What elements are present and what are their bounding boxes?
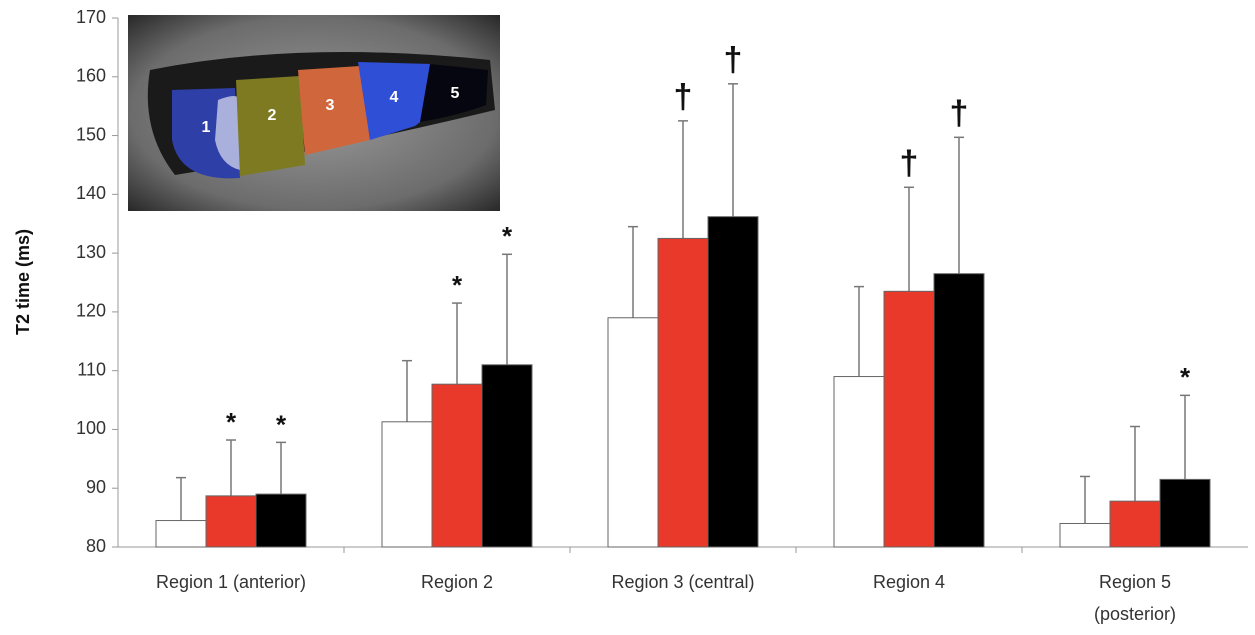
- inset-label: 3: [326, 97, 335, 114]
- bar: [206, 496, 256, 547]
- x-tick-label: Region 4: [873, 572, 945, 592]
- x-tick-label: (posterior): [1094, 604, 1176, 624]
- chart: T2 time (ms) 80 90 100 110 120 130 140 150 160 17…: [0, 0, 1255, 635]
- y-tick-label: 80: [86, 536, 106, 556]
- bar: [934, 274, 984, 547]
- x-tick-label: Region 1 (anterior): [156, 572, 306, 592]
- significance-marker: *: [502, 221, 513, 251]
- bar: [156, 521, 206, 547]
- y-tick-label: 140: [76, 183, 106, 203]
- significance-marker: *: [452, 270, 463, 300]
- bar: [708, 217, 758, 547]
- page: T2 time (ms) 80 90 100 110 120 130 140 150 160 17…: [0, 0, 1255, 635]
- bar: [1160, 479, 1210, 547]
- inset-label: 5: [451, 85, 460, 102]
- significance-marker: *: [276, 409, 287, 439]
- y-axis-label: T2 time (ms): [13, 229, 33, 335]
- inset-label: 2: [268, 107, 277, 124]
- y-tick-label: 150: [76, 124, 106, 144]
- inset-label: 4: [390, 89, 399, 106]
- x-tick-label: Region 2: [421, 572, 493, 592]
- bar: [884, 291, 934, 547]
- y-tick-label: 100: [76, 418, 106, 438]
- inset-image: [128, 15, 500, 211]
- bar: [834, 377, 884, 547]
- bar: [482, 365, 532, 547]
- bar: [382, 422, 432, 547]
- significance-marker: *: [1180, 362, 1191, 392]
- y-tick-label: 90: [86, 477, 106, 497]
- y-tick-label: 110: [77, 359, 106, 379]
- y-tick-label: 130: [76, 242, 106, 262]
- bar: [608, 318, 658, 547]
- bar: [432, 384, 482, 547]
- x-tick-label: Region 3 (central): [611, 572, 754, 592]
- y-tick-label: 120: [76, 301, 106, 321]
- bar: [1060, 523, 1110, 547]
- significance-marker: †: [674, 78, 693, 116]
- y-tick-label: 170: [76, 7, 106, 27]
- significance-marker: †: [950, 94, 969, 132]
- x-tick-label: Region 5: [1099, 572, 1171, 592]
- bar: [256, 494, 306, 547]
- bar: [1110, 501, 1160, 547]
- y-tick-label: 160: [76, 66, 106, 86]
- significance-marker: †: [724, 41, 743, 79]
- significance-marker: †: [900, 144, 919, 182]
- bar: [658, 238, 708, 547]
- significance-marker: *: [226, 407, 237, 437]
- inset-label: 1: [202, 119, 211, 136]
